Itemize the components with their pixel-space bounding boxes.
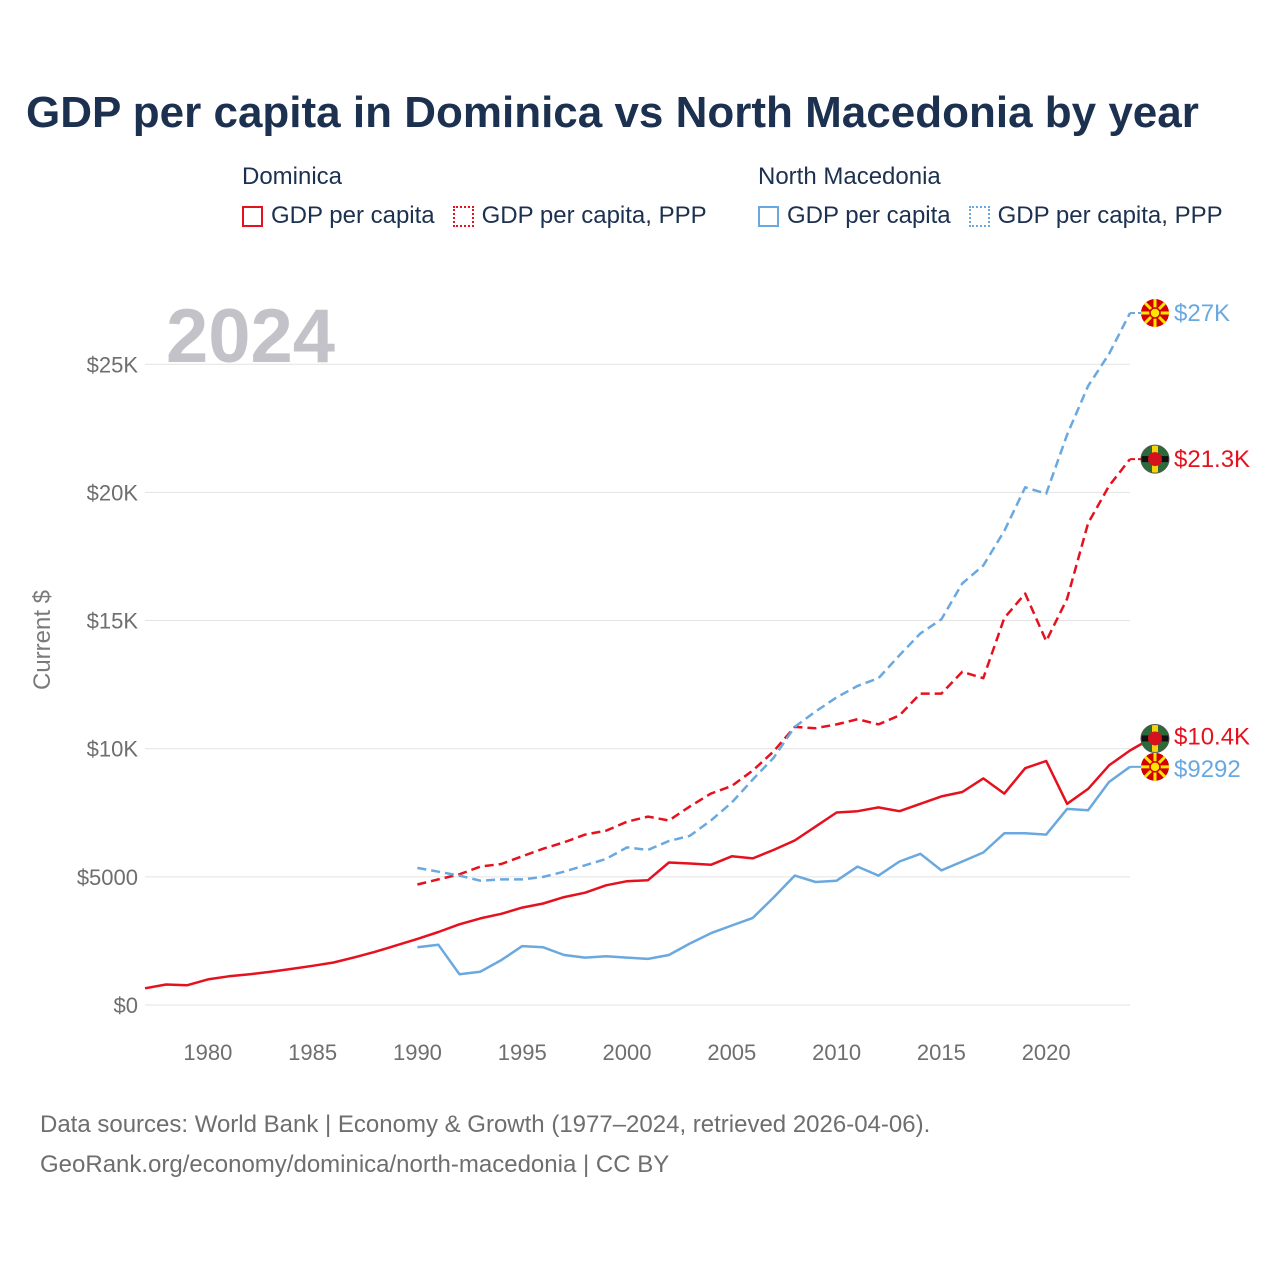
- legend-swatch-dotted: [452, 205, 474, 227]
- series-line-dominica-solid: [144, 737, 1152, 990]
- y-tick-label: $25K: [87, 352, 139, 377]
- y-tick-label: $15K: [87, 609, 139, 634]
- source-line-1: Data sources: World Bank | Economy & Gro…: [40, 1111, 931, 1138]
- legend-swatch-dotted: [968, 205, 990, 227]
- x-tick-label: 2010: [812, 1040, 861, 1065]
- legend-label: GDP per capita: [271, 202, 435, 229]
- legend-macedonia-gdp[interactable]: GDP per capita: [758, 202, 951, 230]
- x-tick-label: 2000: [603, 1040, 652, 1065]
- north-macedonia-flag-icon: [1141, 752, 1169, 781]
- series-end-label: $10.4K: [1174, 723, 1250, 750]
- y-tick-label: $10K: [87, 737, 139, 762]
- legend-dominica-gdp-ppp[interactable]: GDP per capita, PPP: [452, 202, 707, 230]
- legend-macedonia-gdp-ppp[interactable]: GDP per capita, PPP: [968, 202, 1223, 230]
- x-tick-label: 1990: [393, 1040, 442, 1065]
- y-tick-label: $0: [114, 993, 138, 1018]
- series-end-label: $9292: [1174, 756, 1241, 783]
- legend-macedonia: North Macedonia GDP per capita GDP per c…: [758, 160, 1241, 238]
- series-end-label: $27K: [1174, 300, 1230, 327]
- chart-title: GDP per capita in Dominica vs North Mace…: [26, 88, 1199, 137]
- source-note: Data sources: World Bank | Economy & Gro…: [40, 1105, 930, 1185]
- y-tick-label: $5000: [77, 865, 138, 890]
- year-label: 2024: [166, 294, 335, 379]
- legend-label: GDP per capita: [787, 202, 951, 229]
- series-line-dominica-dashed: [417, 458, 1131, 886]
- legend-dominica: Dominica GDP per capita GDP per capita, …: [242, 160, 725, 238]
- x-tick-label: 1980: [183, 1040, 232, 1065]
- source-line-2[interactable]: GeoRank.org/economy/dominica/north-maced…: [40, 1151, 670, 1178]
- north-macedonia-flag-icon: [1141, 299, 1169, 327]
- legend-macedonia-title: North Macedonia: [758, 163, 941, 190]
- legend-dominica-title: Dominica: [242, 163, 343, 190]
- x-tick-label: 2015: [917, 1040, 966, 1065]
- dominica-flag-icon: [1140, 444, 1170, 474]
- legend-dominica-gdp[interactable]: GDP per capita: [242, 202, 435, 230]
- legend-swatch-solid: [242, 205, 263, 227]
- legend-label: GDP per capita, PPP: [997, 202, 1223, 229]
- y-tick-label: $20K: [87, 480, 139, 505]
- dominica-flag-icon: [1140, 723, 1170, 753]
- series-line-macedonia-solid: [417, 765, 1131, 976]
- y-axis-title: Current $: [29, 590, 56, 690]
- x-tick-label: 1995: [498, 1040, 547, 1065]
- x-tick-label: 2020: [1022, 1040, 1071, 1065]
- series-line-macedonia-dashed: [417, 312, 1132, 882]
- series-end-label: $21.3K: [1174, 446, 1250, 473]
- legend-swatch-solid: [758, 205, 779, 227]
- x-tick-label: 2005: [707, 1040, 756, 1065]
- legend-label: GDP per capita, PPP: [481, 202, 707, 229]
- x-tick-label: 1985: [288, 1040, 337, 1065]
